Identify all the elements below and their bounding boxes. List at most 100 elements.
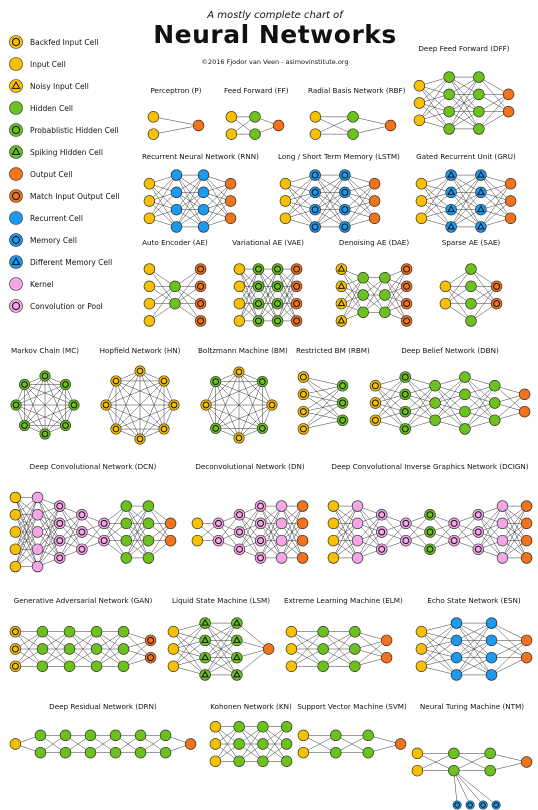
network-title: Denoising AE (DAE) <box>338 238 410 247</box>
edge <box>434 376 466 421</box>
network-ntm: Neural Turing Machine (NTM) <box>410 702 534 810</box>
network-elm: Extreme Learning Machine (ELM) <box>284 596 403 690</box>
edge <box>445 268 472 304</box>
cell-node <box>249 128 261 140</box>
edge <box>15 404 46 435</box>
legend-cell-icon <box>9 211 23 225</box>
cell-node <box>54 500 66 512</box>
network-title: Hopfield Network (HN) <box>99 346 181 355</box>
legend-item: Memory Cell <box>8 232 77 248</box>
cell-node <box>257 755 269 767</box>
edge <box>456 657 492 676</box>
legend-item: Backfed Input Cell <box>8 34 98 50</box>
edge <box>115 370 141 430</box>
network-title: Extreme Learning Machine (ELM) <box>284 596 403 605</box>
network-graph <box>439 263 503 327</box>
cell-node <box>31 560 44 573</box>
network-graph <box>167 617 275 681</box>
cell-node <box>120 517 132 530</box>
legend-item: Noisy Input Cell <box>8 78 89 94</box>
cell-node <box>335 280 348 293</box>
cell-node <box>473 88 485 101</box>
edge <box>215 726 240 762</box>
cell-node <box>290 280 303 293</box>
legend-cell-icon <box>9 233 23 247</box>
cell-node <box>233 738 245 750</box>
edge <box>314 174 346 228</box>
edge <box>42 631 70 667</box>
cell-node <box>285 660 298 672</box>
edge <box>421 666 457 676</box>
cell-node <box>520 634 533 647</box>
cell-node <box>375 526 388 538</box>
cell-node <box>142 517 155 530</box>
cell-node <box>448 747 460 760</box>
cell-node <box>296 517 309 530</box>
network-title: Auto Encoder (AE) <box>142 238 208 247</box>
edge <box>203 183 231 228</box>
edge <box>502 505 527 541</box>
edge <box>148 523 171 559</box>
edge <box>281 505 303 559</box>
cell-node <box>279 212 292 224</box>
cell-node <box>184 738 197 750</box>
cell-node <box>109 729 122 742</box>
edge <box>277 286 297 322</box>
legend-item: Convolution or Pool <box>8 298 103 314</box>
network-graph <box>411 747 533 810</box>
network-ae: Auto Encoder (AE) <box>142 238 208 340</box>
cell-node <box>54 534 66 547</box>
edge <box>149 192 177 219</box>
edge <box>123 640 151 667</box>
edge <box>153 125 199 135</box>
cell-node <box>271 297 284 310</box>
cell-node <box>90 643 103 655</box>
cell-node <box>473 71 485 83</box>
cell-node <box>496 552 509 564</box>
edge <box>451 174 481 193</box>
cell-node <box>9 626 22 638</box>
network-graph <box>9 626 157 672</box>
cell-node <box>335 315 348 327</box>
legend-item: Hidden Cell <box>8 100 73 116</box>
cell-node <box>415 212 428 224</box>
cell-node <box>199 651 211 664</box>
network-esn: Echo State Network (ESN) <box>414 596 534 690</box>
cell-node <box>459 423 471 435</box>
edge <box>453 770 484 806</box>
cell-node <box>233 432 245 444</box>
cell-node <box>76 509 88 521</box>
edge <box>449 111 479 130</box>
legend-label: Backfed Input Cell <box>30 37 99 47</box>
cell-node <box>369 397 382 409</box>
cell-node <box>31 491 44 504</box>
cell-node <box>212 534 225 547</box>
legend-swatch <box>9 167 23 181</box>
cell-node <box>496 517 509 530</box>
edge <box>173 640 206 667</box>
edge <box>456 622 492 676</box>
network-title: Markov Chain (MC) <box>10 346 80 355</box>
edge <box>303 385 343 430</box>
network-graph <box>191 500 309 564</box>
cell-node <box>349 626 361 638</box>
edge <box>238 381 263 439</box>
network-title: Neural Turing Machine (NTM) <box>419 702 525 711</box>
edge <box>405 385 436 430</box>
network-title: Long / Short Term Memory (LSTM) <box>278 152 400 161</box>
cell-node <box>100 399 112 411</box>
network-graph <box>143 169 237 233</box>
network-rbf: Radial Basis Network (RBF) <box>308 86 406 153</box>
edge <box>260 505 282 559</box>
network-dcign: Deep Convolutional Inverse Graphics Netw… <box>326 462 534 590</box>
edge <box>480 200 511 228</box>
cell-node <box>380 634 393 647</box>
edge <box>285 174 316 219</box>
edge <box>419 76 450 121</box>
legend-label: Noisy Input Cell <box>30 81 89 91</box>
cell-node <box>84 729 97 742</box>
cell-node <box>169 297 181 310</box>
edge <box>205 657 237 676</box>
cell-node <box>400 280 413 293</box>
edge <box>344 183 375 228</box>
